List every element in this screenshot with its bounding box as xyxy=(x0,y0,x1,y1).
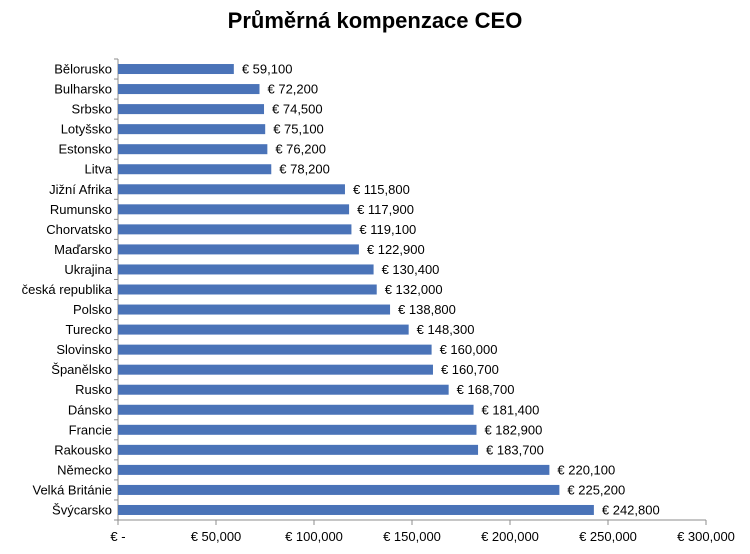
bar-13 xyxy=(118,324,409,335)
bar-2 xyxy=(118,104,265,115)
category-label: Turecko xyxy=(66,322,112,337)
data-label: € 138,800 xyxy=(398,302,456,317)
category-label: Estonsko xyxy=(59,142,112,157)
category-label: Ukrajina xyxy=(64,262,112,277)
bar-5 xyxy=(118,164,272,175)
data-label: € 181,400 xyxy=(482,402,540,417)
category-label: Rumunsko xyxy=(50,202,112,217)
x-tick-label: € 300,000 xyxy=(677,529,735,544)
bar-16 xyxy=(118,384,449,395)
bar-9 xyxy=(118,244,359,255)
data-label: € 72,200 xyxy=(268,82,319,97)
category-label: Velká Británie xyxy=(33,482,113,497)
bar-8 xyxy=(118,224,352,235)
data-label: € 130,400 xyxy=(382,262,440,277)
bar-22 xyxy=(118,504,594,515)
data-label: € 75,100 xyxy=(273,122,324,137)
data-label: € 76,200 xyxy=(275,142,326,157)
category-label: Španělsko xyxy=(51,362,112,377)
bar-11 xyxy=(118,284,377,295)
bar-14 xyxy=(118,344,432,355)
category-label: Maďarsko xyxy=(54,242,112,257)
category-label: Rakousko xyxy=(54,442,112,457)
data-label: € 182,900 xyxy=(484,422,542,437)
data-label: € 132,000 xyxy=(385,282,443,297)
category-label: Polsko xyxy=(73,302,112,317)
category-label: Litva xyxy=(85,162,113,177)
x-tick-label: € 50,000 xyxy=(191,529,242,544)
data-label: € 115,800 xyxy=(353,182,410,197)
data-label: € 119,100 xyxy=(359,222,416,237)
bar-21 xyxy=(118,484,560,495)
x-tick-label: € - xyxy=(110,529,125,544)
data-label: € 168,700 xyxy=(457,382,515,397)
bar-10 xyxy=(118,264,374,275)
bar-4 xyxy=(118,144,268,155)
bar-1 xyxy=(118,84,260,95)
category-label: Švýcarsko xyxy=(52,502,112,517)
category-label: Německo xyxy=(57,462,112,477)
bar-18 xyxy=(118,424,477,435)
data-label: € 160,000 xyxy=(440,342,498,357)
category-label: česká republika xyxy=(22,282,113,297)
bar-20 xyxy=(118,464,550,475)
x-tick-label: € 200,000 xyxy=(481,529,539,544)
category-label: Srbsko xyxy=(72,102,112,117)
category-label: Dánsko xyxy=(68,402,112,417)
category-label: Slovinsko xyxy=(56,342,112,357)
bar-15 xyxy=(118,364,433,375)
chart-title: Průměrná kompenzace CEO xyxy=(227,8,523,33)
category-label: Francie xyxy=(69,422,112,437)
data-label: € 122,900 xyxy=(367,242,425,257)
bar-0 xyxy=(118,64,234,75)
data-label: € 148,300 xyxy=(417,322,475,337)
category-label: Bělorusko xyxy=(54,62,112,77)
data-label: € 183,700 xyxy=(486,442,544,457)
category-label: Rusko xyxy=(75,382,112,397)
bar-12 xyxy=(118,304,391,315)
data-label: € 117,900 xyxy=(357,202,414,217)
bar-3 xyxy=(118,124,266,135)
data-label: € 225,200 xyxy=(567,482,625,497)
data-label: € 220,100 xyxy=(557,462,615,477)
category-label: Chorvatsko xyxy=(46,222,112,237)
x-tick-label: € 250,000 xyxy=(579,529,637,544)
bar-19 xyxy=(118,444,479,455)
category-label: Jižní Afrika xyxy=(49,182,113,197)
bar-7 xyxy=(118,204,350,215)
data-label: € 78,200 xyxy=(279,162,330,177)
bar-17 xyxy=(118,404,474,415)
bar-6 xyxy=(118,184,345,195)
x-tick-label: € 150,000 xyxy=(383,529,441,544)
category-label: Lotyšsko xyxy=(61,122,112,137)
data-label: € 160,700 xyxy=(441,362,499,377)
data-label: € 59,100 xyxy=(242,62,293,77)
x-tick-label: € 100,000 xyxy=(285,529,343,544)
category-label: Bulharsko xyxy=(54,82,112,97)
data-label: € 242,800 xyxy=(602,502,660,517)
data-label: € 74,500 xyxy=(272,102,323,117)
